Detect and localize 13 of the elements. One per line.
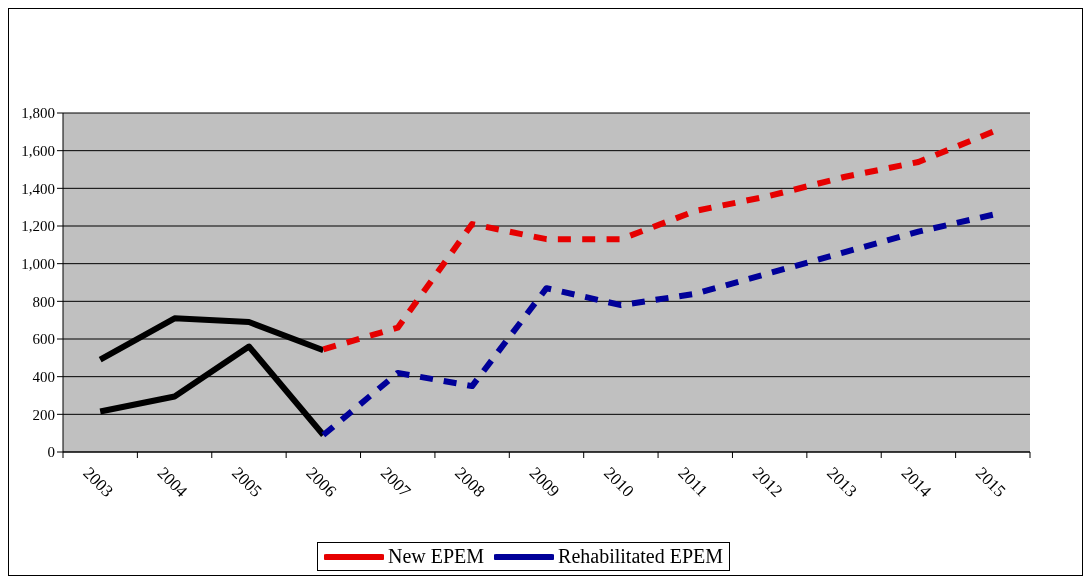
legend-label: New EPEM bbox=[387, 545, 485, 568]
y-tick-label: 400 bbox=[32, 368, 55, 385]
legend-label: Rehabilitated EPEM bbox=[558, 545, 724, 568]
y-tick-label: 800 bbox=[32, 293, 55, 310]
x-tick-label: 2007 bbox=[376, 463, 415, 502]
y-tick-label: 1,600 bbox=[21, 142, 55, 159]
y-tick-label: 600 bbox=[32, 331, 55, 348]
y-tick-label: 1,400 bbox=[21, 180, 55, 197]
y-tick-label: 1,200 bbox=[21, 218, 55, 235]
y-tick-label: 1,000 bbox=[21, 255, 55, 272]
y-tick-label: 1,800 bbox=[21, 105, 55, 122]
y-tick-label: 0 bbox=[47, 444, 55, 461]
y-tick-label: 200 bbox=[32, 406, 55, 423]
